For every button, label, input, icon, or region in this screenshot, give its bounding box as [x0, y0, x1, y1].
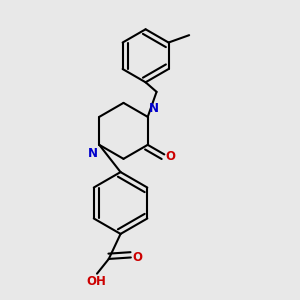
Text: O: O [166, 150, 176, 163]
Text: N: N [88, 147, 98, 160]
Text: O: O [132, 251, 142, 264]
Text: N: N [149, 101, 159, 115]
Text: OH: OH [86, 275, 106, 288]
